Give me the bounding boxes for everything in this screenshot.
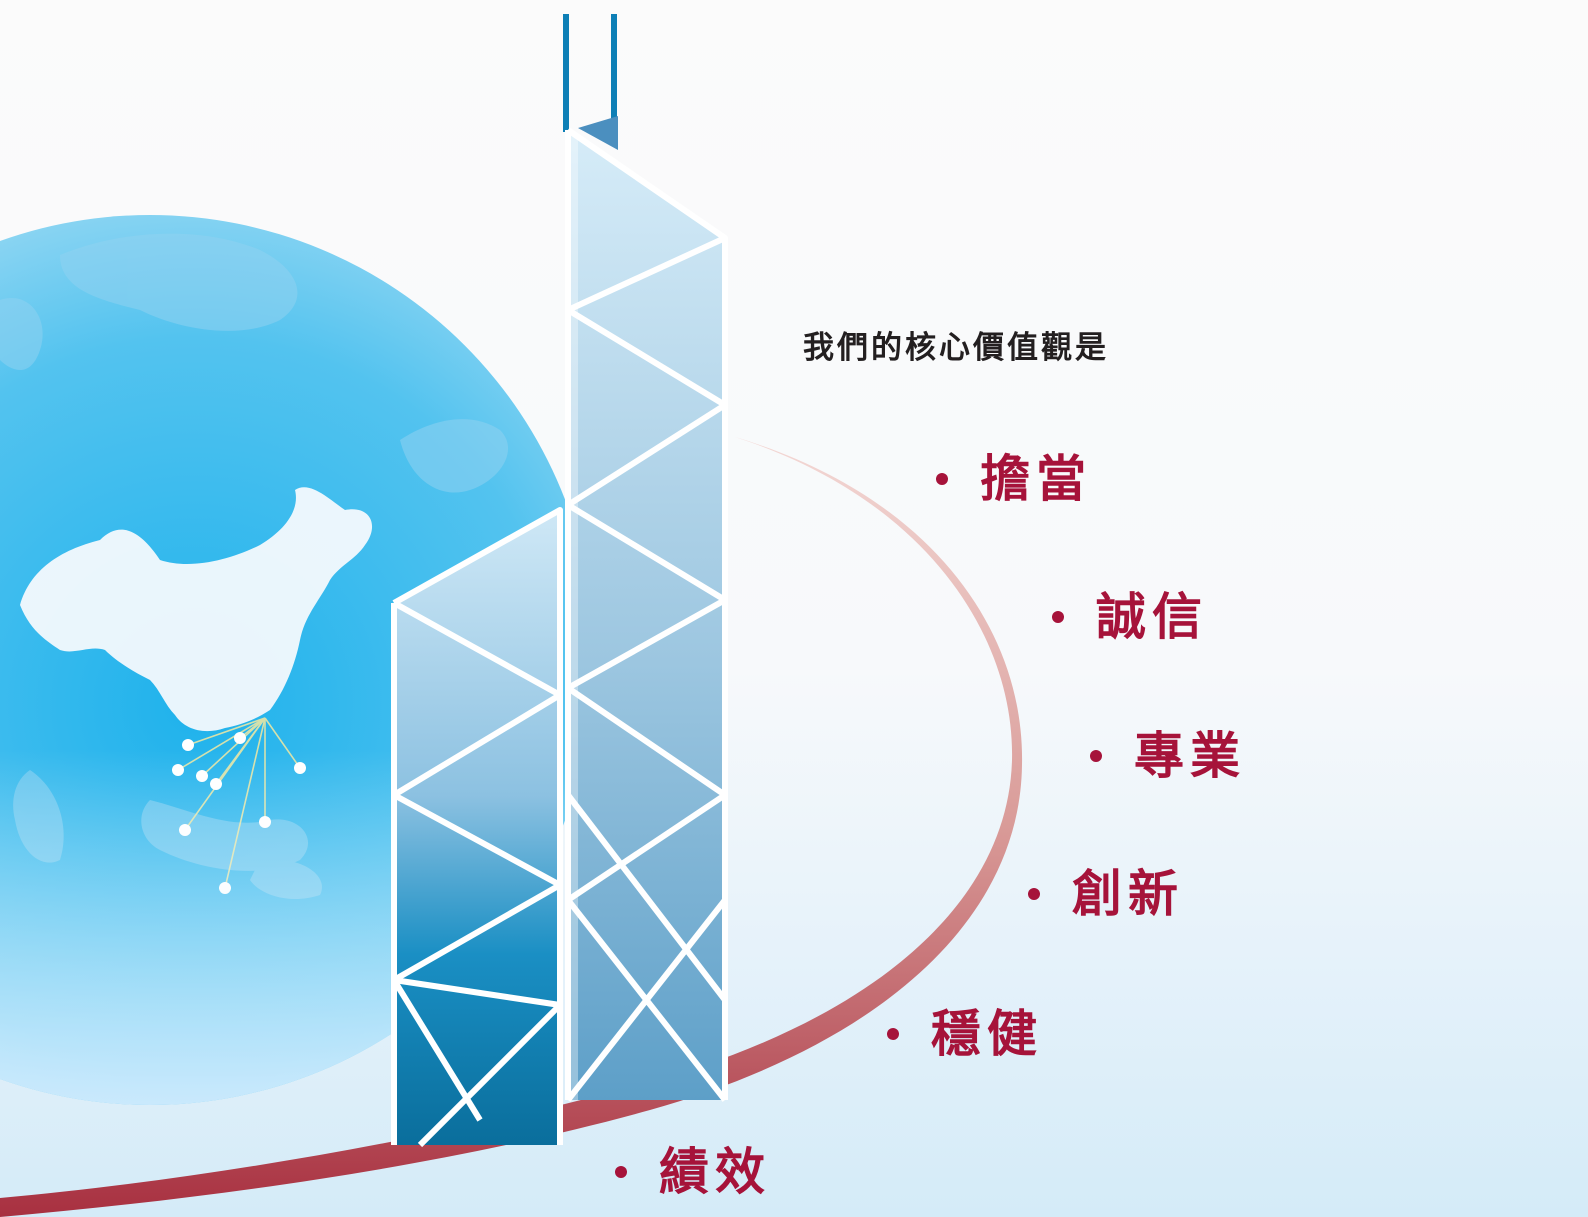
value-label: 績效 bbox=[659, 1143, 771, 1201]
value-item-professionalism: 專業 bbox=[1090, 731, 1246, 781]
value-item-integrity: 誠信 bbox=[1052, 592, 1208, 642]
bullet-icon bbox=[1028, 888, 1040, 900]
value-item-accountability: 擔當 bbox=[936, 454, 1092, 504]
core-values-heading: 我們的核心價值觀是 bbox=[803, 330, 1109, 366]
value-item-prudence: 穩健 bbox=[887, 1009, 1043, 1059]
value-item-innovation: 創新 bbox=[1028, 869, 1184, 919]
bank-tower bbox=[391, 14, 728, 1148]
value-item-performance: 績效 bbox=[615, 1147, 771, 1197]
bullet-icon bbox=[1052, 611, 1064, 623]
bullet-icon bbox=[887, 1028, 899, 1040]
bullet-icon bbox=[1090, 750, 1102, 762]
value-label: 誠信 bbox=[1096, 588, 1208, 646]
value-label: 專業 bbox=[1134, 727, 1246, 785]
value-label: 創新 bbox=[1072, 865, 1184, 923]
bullet-icon bbox=[615, 1166, 627, 1178]
value-label: 擔當 bbox=[980, 450, 1092, 508]
bullet-icon bbox=[936, 473, 948, 485]
value-label: 穩健 bbox=[931, 1005, 1043, 1063]
